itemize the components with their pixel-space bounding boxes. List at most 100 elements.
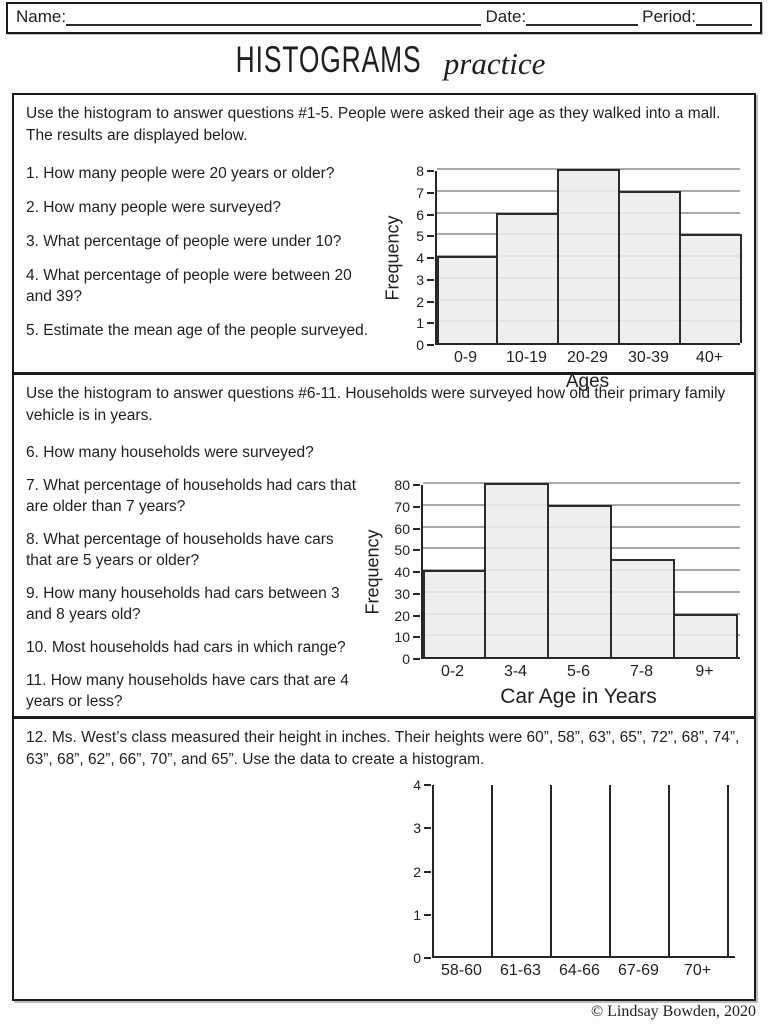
y-tick-mark <box>413 527 420 530</box>
title-script-text: practice <box>443 46 546 81</box>
y-tick-label: 2 <box>416 293 424 310</box>
name-label: Name: <box>16 7 67 26</box>
worksheet-body: Use the histogram to answer questions #1… <box>12 93 756 1001</box>
y-tick-label: 70 <box>394 498 410 515</box>
question-item: 2. How many people were surveyed? <box>26 199 282 216</box>
empty-histogram-grid[interactable] <box>432 785 735 958</box>
x-category-label: 30-39 <box>628 349 669 366</box>
x-axis-label: Ages <box>565 371 610 392</box>
bin-divider-line <box>727 785 729 956</box>
y-tick-label: 20 <box>394 607 410 624</box>
y-tick-label: 1 <box>413 906 421 923</box>
x-category-label: 64-66 <box>559 962 600 979</box>
bin-divider-line <box>550 785 552 956</box>
y-tick-mark <box>427 235 434 238</box>
period-label: Period: <box>642 7 696 26</box>
histogram-bar <box>610 559 675 657</box>
histogram-bar <box>484 483 549 657</box>
histogram-bar <box>423 570 486 657</box>
question-item: 10. Most households had cars in which ra… <box>26 639 346 656</box>
y-tick-label: 30 <box>394 585 410 602</box>
x-category-label: 20-29 <box>567 349 608 366</box>
y-tick-label: 7 <box>416 184 424 201</box>
title-main-text: HISTOGRAMS <box>235 40 422 81</box>
section-ages-intro: Use the histogram to answer questions #1… <box>26 105 721 144</box>
x-category-label: 58-60 <box>441 962 482 979</box>
x-category-label: 9+ <box>695 663 714 680</box>
histogram-bar <box>547 504 612 657</box>
x-category-label: 3-4 <box>503 663 528 680</box>
y-tick-label: 3 <box>413 820 421 837</box>
y-tick-label: 10 <box>394 629 410 646</box>
plot-area <box>421 482 740 659</box>
question-item: 3. What percentage of people were under … <box>26 233 342 250</box>
height-histogram-empty[interactable]: 0 1 2 3 4 58-60 61-63 64-66 67-69 70+ <box>400 775 739 982</box>
x-category-label: 67-69 <box>618 962 659 979</box>
y-tick-mark <box>427 257 434 259</box>
section-heights-intro: 12. Ms. West’s class measured their heig… <box>26 729 740 768</box>
y-tick-mark <box>413 549 420 552</box>
y-tick-label: 5 <box>416 228 424 245</box>
copyright-notice: © Lindsay Bowden, 2020 <box>590 1003 756 1020</box>
questions-1-5: 1. How many people were 20 years or olde… <box>26 151 379 354</box>
histogram-bar <box>557 169 620 343</box>
section-ages: Use the histogram to answer questions #1… <box>14 95 754 392</box>
page-title: HISTOGRAMS practice <box>0 41 768 82</box>
y-tick-mark <box>413 658 420 660</box>
question-item: 8. What percentage of households have ca… <box>26 531 334 569</box>
x-category-label: 0-9 <box>453 349 478 366</box>
y-tick-label: 3 <box>416 271 424 288</box>
period-blank-line[interactable] <box>696 10 752 26</box>
y-tick-mark <box>427 191 434 194</box>
section-car-age-intro: Use the histogram to answer questions #6… <box>26 385 726 424</box>
bin-divider-line <box>668 785 670 956</box>
y-tick-mark <box>427 300 434 303</box>
name-blank-line[interactable] <box>66 10 482 26</box>
y-tick-label: 50 <box>394 542 410 559</box>
y-tick-mark <box>424 913 431 916</box>
y-tick-label: 60 <box>394 520 410 537</box>
y-tick-mark <box>427 213 434 216</box>
question-item: 9. How many households had cars between … <box>26 585 340 623</box>
y-tick-mark <box>424 957 431 959</box>
x-category-label: 7-8 <box>629 663 654 680</box>
question-item: 11. How many households have cars that a… <box>26 672 349 710</box>
y-tick-mark <box>424 870 431 873</box>
y-tick-label: 0 <box>402 651 410 667</box>
y-tick-mark <box>424 784 431 786</box>
y-tick-mark <box>427 170 434 172</box>
y-tick-label: 4 <box>413 777 421 793</box>
y-tick-mark <box>427 322 434 325</box>
histogram-bar <box>673 613 738 657</box>
x-category-label: 10-19 <box>506 349 547 366</box>
date-blank-line[interactable] <box>526 10 639 26</box>
histogram-bar <box>496 212 559 343</box>
y-tick-label: 4 <box>416 250 424 266</box>
section-car-age: Use the histogram to answer questions #6… <box>14 372 754 716</box>
date-label: Date: <box>485 7 527 26</box>
y-tick-mark <box>427 344 434 346</box>
name-date-period-bar: Name: Date: Period: <box>6 2 762 34</box>
y-tick-mark <box>413 571 420 573</box>
x-category-label: 0-2 <box>440 663 465 680</box>
questions-6-11: 6. How many households were surveyed? 7. … <box>26 431 359 724</box>
y-tick-label: 2 <box>413 863 421 880</box>
x-category-label: 5-6 <box>566 663 591 680</box>
y-tick-label: 40 <box>394 564 410 580</box>
question-item: 5. Estimate the mean age of the people s… <box>26 322 369 339</box>
x-axis-label: Car Age in Years <box>500 685 657 708</box>
histogram-bar <box>437 256 498 343</box>
histogram-bar <box>618 190 681 343</box>
y-tick-label: 0 <box>416 337 424 353</box>
y-tick-mark <box>424 827 431 830</box>
y-tick-label: 8 <box>416 163 424 179</box>
gridline <box>423 482 740 484</box>
y-tick-label: 6 <box>416 206 424 223</box>
question-item: 6. How many households were surveyed? <box>26 444 314 461</box>
y-tick-mark <box>413 614 420 617</box>
question-item: 4. What percentage of people were betwee… <box>26 267 352 305</box>
ages-histogram: Frequency 0 1 2 3 4 5 6 7 8 0-9 10-19 20-29 30-39 40+ A… <box>379 151 744 397</box>
x-category-label: 70+ <box>683 962 712 979</box>
histogram-bar <box>679 234 742 343</box>
